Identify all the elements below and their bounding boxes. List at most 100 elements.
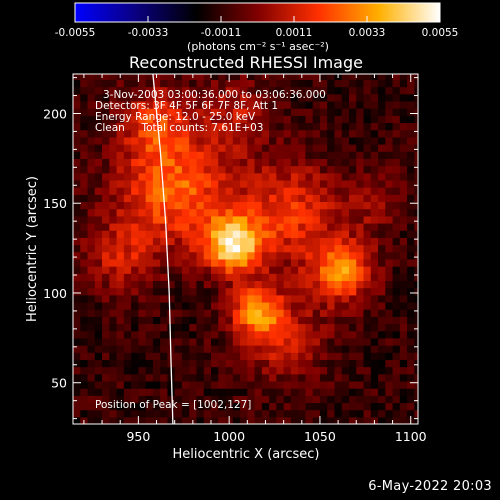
heatmap-cell [378, 144, 386, 152]
heatmap-cell [356, 402, 365, 411]
heatmap-cell [196, 359, 205, 368]
heatmap-cell [116, 151, 125, 159]
heatmap-cell [73, 201, 81, 210]
heatmap-cell [349, 222, 357, 231]
heatmap-cell [225, 158, 234, 167]
heatmap-cell [269, 380, 277, 389]
heatmap-cell [254, 86, 263, 95]
heatmap-cell [334, 179, 343, 188]
heatmap-cell [152, 388, 161, 396]
heatmap-cell [109, 144, 118, 152]
heatmap-cell [254, 194, 263, 203]
heatmap-cell [312, 237, 321, 246]
heatmap-cell [247, 388, 256, 396]
heatmap-cell [407, 115, 415, 124]
heatmap-cell [181, 266, 190, 274]
heatmap-cell [269, 158, 277, 167]
heatmap-cell [349, 345, 357, 353]
heatmap-cell [247, 402, 256, 411]
heatmap-cell [370, 330, 379, 339]
heatmap-cell [94, 215, 103, 224]
heatmap-cell [160, 345, 169, 353]
heatmap-cell [363, 266, 372, 274]
heatmap-cell [290, 244, 299, 253]
heatmap-cell [247, 86, 256, 95]
heatmap-cell [247, 108, 256, 116]
heatmap-cell [247, 409, 256, 418]
heatmap-cell [341, 208, 350, 217]
heatmap-cell [356, 230, 365, 238]
heatmap-cell [131, 337, 139, 346]
heatmap-cell [283, 258, 292, 267]
heatmap-cell [356, 287, 365, 296]
heatmap-cell [349, 416, 357, 424]
heatmap-cell [363, 316, 372, 325]
heatmap-cell [269, 309, 277, 317]
heatmap-cell [254, 201, 263, 210]
heatmap-cell [218, 251, 227, 260]
heatmap-cell [123, 129, 132, 138]
heatmap-cell [254, 359, 263, 368]
heatmap-cell [167, 208, 176, 217]
heatmap-cell [312, 366, 321, 375]
heatmap-cell [276, 151, 285, 159]
heatmap-cell [254, 100, 263, 109]
heatmap-cell [138, 309, 147, 317]
heatmap-cell [385, 366, 394, 375]
heatmap-cell [392, 86, 401, 95]
heatmap-cell [167, 93, 176, 102]
heatmap-cell [385, 86, 394, 95]
heatmap-cell [145, 172, 154, 181]
heatmap-cell [80, 93, 89, 102]
heatmap-cell [269, 165, 277, 174]
heatmap-cell [123, 251, 132, 260]
heatmap-cell [283, 230, 292, 238]
heatmap-cell [414, 158, 418, 167]
heatmap-cell [378, 273, 386, 282]
heatmap-cell [414, 86, 418, 95]
heatmap-cell [225, 273, 234, 282]
heatmap-cell [298, 323, 307, 332]
heatmap-cell [160, 244, 169, 253]
heatmap-cell [211, 129, 219, 138]
heatmap-cell [240, 129, 248, 138]
heatmap-cell [218, 129, 227, 138]
heatmap-cell [94, 194, 103, 203]
heatmap-cell [80, 179, 89, 188]
heatmap-cell [189, 136, 198, 145]
heatmap-cell [254, 108, 263, 116]
heatmap-cell [73, 309, 81, 317]
heatmap-cell [269, 366, 277, 375]
heatmap-cell [254, 395, 263, 404]
heatmap-cell [392, 366, 401, 375]
heatmap-cell [167, 330, 176, 339]
heatmap-cell [211, 366, 219, 375]
heatmap-cell [181, 323, 190, 332]
heatmap-cell [123, 201, 132, 210]
heatmap-cell [218, 395, 227, 404]
heatmap-cell [298, 165, 307, 174]
heatmap-cell [218, 172, 227, 181]
heatmap-cell [334, 352, 343, 360]
heatmap-cell [94, 359, 103, 368]
heatmap-cell [80, 79, 89, 88]
heatmap-cell [319, 323, 328, 332]
heatmap-cell [414, 108, 418, 116]
heatmap-cell [385, 266, 394, 274]
heatmap-cell [363, 366, 372, 375]
heatmap-cell [109, 115, 118, 124]
heatmap-cell [305, 388, 314, 396]
heatmap-cell [414, 352, 418, 360]
heatmap-cell [203, 251, 212, 260]
heatmap-cell [370, 323, 379, 332]
heatmap-cell [334, 330, 343, 339]
heatmap-cell [385, 345, 394, 353]
heatmap-cell [131, 237, 139, 246]
heatmap-cell [181, 273, 190, 282]
heatmap-cell [290, 273, 299, 282]
heatmap-cell [196, 373, 205, 382]
heatmap-cell [80, 395, 89, 404]
heatmap-cell [399, 330, 408, 339]
heatmap-cell [356, 352, 365, 360]
heatmap-cell [109, 79, 118, 88]
